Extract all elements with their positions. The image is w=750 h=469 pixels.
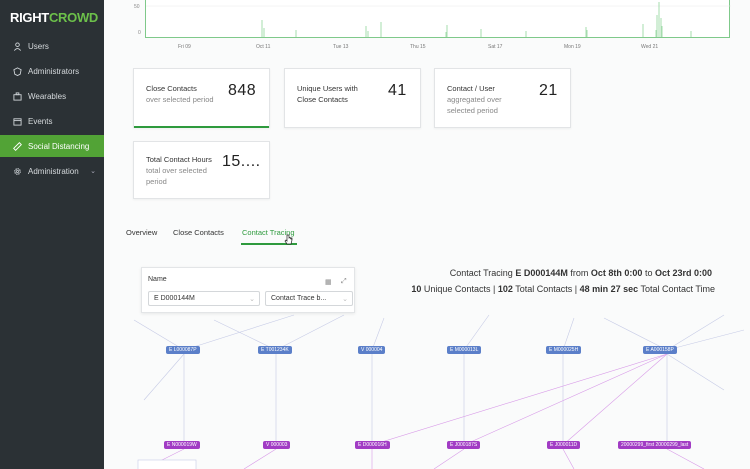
card-value: 21 — [539, 82, 558, 99]
graph-node[interactable]: E L000087P — [166, 346, 200, 354]
graph-node[interactable]: E A000158P — [643, 346, 677, 354]
card-value: 848 — [228, 82, 257, 99]
shield-icon — [12, 66, 22, 76]
chart-x-tick: Fri 09 — [178, 44, 191, 50]
card-value: 41 — [388, 82, 407, 99]
tab-overview[interactable]: Overview — [126, 228, 158, 237]
chart-x-tick: Wed 21 — [641, 44, 659, 50]
sidebar-item-label: Administrators — [28, 66, 80, 76]
chart-x-tick: Tue 13 — [333, 44, 349, 50]
columns-icon[interactable]: ▦ — [325, 279, 332, 286]
graph-node[interactable]: E D000016H — [355, 441, 390, 449]
contacts-timeline-chart — [145, 0, 731, 38]
name-select[interactable]: E D000144M ⌄ — [148, 291, 260, 306]
sidebar-item-wearables[interactable]: Wearables — [0, 85, 104, 107]
graph-node[interactable]: E M000013L — [447, 346, 482, 354]
name-select-value: E D000144M — [154, 295, 195, 302]
chart-x-tick: Oct 11 — [256, 44, 271, 50]
trace-summary: 10 Unique Contacts | 102 Total Contacts … — [411, 284, 715, 294]
card-subtitle: over selected period — [146, 95, 214, 104]
chart-y-tick: 50 — [134, 4, 140, 10]
graph-node[interactable]: E N000019W — [164, 441, 200, 449]
trace-title: Contact Tracing E D000144M from Oct 8th … — [449, 268, 712, 278]
active-tab-indicator — [241, 243, 297, 245]
sidebar-item-users[interactable]: Users — [0, 35, 104, 57]
sidebar-item-label: Wearables — [28, 91, 67, 101]
ruler-icon — [12, 141, 22, 151]
trace-type-select[interactable]: Contact Trace b... ⌄ — [265, 291, 353, 306]
sidebar-item-social-distancing[interactable]: Social Distancing — [0, 135, 104, 157]
chevron-down-icon: ⌄ — [90, 168, 96, 175]
card-subtitle: period — [146, 177, 167, 186]
tab-contact-tracing[interactable]: Contact Tracing — [242, 228, 295, 237]
contact-tracing-graph: E L000087P E T001234K V 000004 E M000013… — [104, 300, 750, 469]
card-title: Contact / User — [447, 84, 495, 93]
chevron-down-icon: ⌄ — [342, 296, 348, 303]
trace-type-value: Contact Trace b... — [271, 295, 327, 302]
card-subtitle: selected period — [447, 106, 498, 115]
app-logo[interactable]: RIGHTCROWD — [10, 10, 98, 25]
card-subtitle: total over selected — [146, 166, 207, 175]
sidebar: RIGHTCROWD Users Administrators Wearable… — [0, 0, 104, 469]
graph-node[interactable]: V 000004 — [358, 346, 386, 354]
sidebar-item-events[interactable]: Events — [0, 110, 104, 132]
close-contacts-card[interactable]: Close Contacts over selected period 848 — [133, 68, 270, 128]
graph-node[interactable]: V 000003 — [263, 441, 291, 449]
contact-per-user-card[interactable]: Contact / User aggregated over selected … — [434, 68, 571, 128]
tab-close-contacts[interactable]: Close Contacts — [173, 228, 224, 237]
sidebar-item-label: Social Distancing — [28, 141, 90, 151]
main-content: 50 0 Fri 09 Oct 11 Tue 13 Thu 15 Sat 17 … — [104, 0, 750, 469]
name-label: Name — [148, 276, 167, 283]
sidebar-item-administrators[interactable]: Administrators — [0, 60, 104, 82]
total-contact-hours-card[interactable]: Total Contact Hours total over selected … — [133, 141, 270, 199]
graph-node[interactable]: 20000299_first 20000299_last — [618, 441, 692, 449]
sidebar-item-label: Events — [28, 116, 53, 126]
card-title: Close Contacts — [146, 84, 197, 93]
user-icon — [12, 41, 22, 51]
chart-x-tick: Mon 19 — [564, 44, 581, 50]
chart-x-tick: Thu 15 — [410, 44, 426, 50]
card-value: 15.... — [222, 153, 261, 170]
active-card-indicator — [134, 126, 269, 128]
gear-icon — [12, 166, 22, 176]
calendar-icon — [12, 116, 22, 126]
graph-node[interactable]: E J000187S — [447, 441, 481, 449]
chart-y-tick-zero: 0 — [138, 30, 141, 36]
sidebar-item-label: Users — [28, 41, 49, 51]
briefcase-icon — [12, 91, 22, 101]
card-title: Unique Users with — [297, 84, 358, 93]
sidebar-item-label: Administration — [28, 166, 79, 176]
chart-x-tick: Sat 17 — [488, 44, 503, 50]
sidebar-item-administration[interactable]: Administration ⌄ — [0, 160, 104, 182]
cursor-icon — [284, 232, 294, 250]
card-subtitle: Close Contacts — [297, 95, 348, 104]
graph-node[interactable]: E J000011D — [547, 441, 581, 449]
chevron-down-icon: ⌄ — [249, 296, 255, 303]
card-title: Total Contact Hours — [146, 155, 212, 164]
expand-icon[interactable]: ⤢ — [341, 278, 347, 285]
chart-x-axis: Fri 09 Oct 11 Tue 13 Thu 15 Sat 17 Mon 1… — [104, 44, 750, 54]
graph-node[interactable]: E T001234K — [258, 346, 292, 354]
trace-filter-panel: Name ▦ ⤢ E D000144M ⌄ Contact Trace b...… — [141, 267, 355, 313]
graph-node[interactable]: E M000025H — [546, 346, 582, 354]
unique-users-card[interactable]: Unique Users with Close Contacts 41 — [284, 68, 421, 128]
card-subtitle: aggregated over — [447, 95, 502, 104]
